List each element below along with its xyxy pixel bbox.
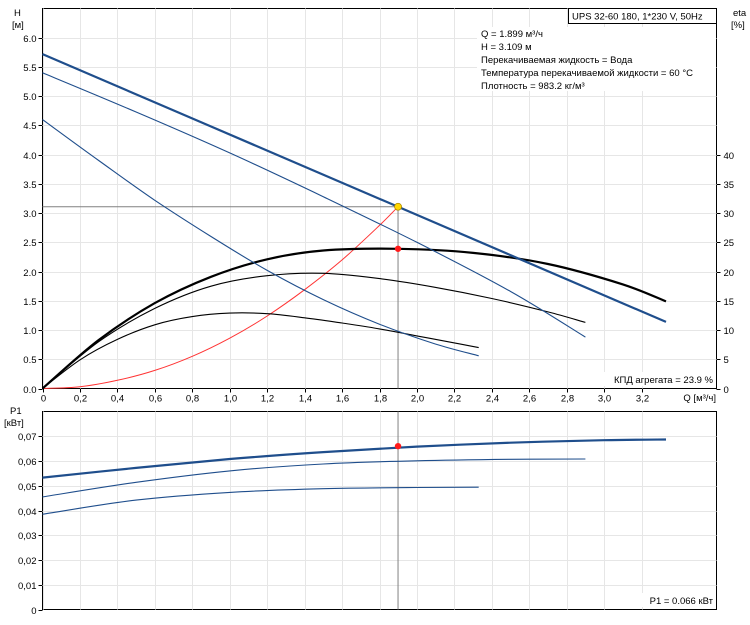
x-tick-label: 1,0: [224, 394, 237, 405]
power-plot-curves: [42, 411, 667, 610]
x-tick-label: 3,2: [636, 394, 649, 405]
head-curve-speed-3: [42, 53, 667, 323]
power-plot-ticks: 0 0,01 0,02 0,03 0,04 0,05 0,06 0,07: [18, 432, 43, 617]
y-tick-label: 2.5: [23, 238, 36, 249]
power-curve-speed-3: [42, 438, 667, 479]
x-tick-label: 2,4: [486, 394, 499, 405]
y2-axis-label-eta: eta: [733, 8, 747, 19]
y-tick-label: 6.0: [23, 34, 36, 45]
y-tick-label: 0.0: [23, 385, 36, 396]
power-curve-speed-1: [42, 486, 479, 515]
y2-tick-label: 10: [724, 326, 735, 337]
efficiency-curve-speed-1: [42, 312, 479, 389]
x-tick-label: 1,2: [261, 394, 274, 405]
efficiency-curve-speed-3: [41, 247, 667, 390]
y-tick-label: 1.0: [23, 326, 36, 337]
x-tick-label: 0,2: [74, 394, 87, 405]
efficiency-curve-speed-2: [42, 272, 586, 389]
y-axis-label-h: H: [14, 8, 21, 19]
y2-tick-label: 30: [724, 209, 735, 220]
x-tick-label: 2,6: [523, 394, 536, 405]
info-flow: Q = 1.899 м³/ч: [481, 29, 543, 40]
head-plot-curves: [41, 53, 667, 390]
y-tick-label: 1.5: [23, 297, 36, 308]
y-axis-label-p1: P1: [10, 406, 22, 417]
y2-tick-label: 0: [724, 385, 729, 396]
power-label: P1 = 0.066 кВт: [650, 596, 714, 607]
x-tick-label: 0: [41, 394, 46, 405]
y2-tick-label: 40: [724, 151, 735, 162]
p1-tick-label: 0,02: [18, 556, 37, 567]
x-tick-label: 1,6: [336, 394, 349, 405]
y-axis-unit-p1: [кВт]: [4, 418, 24, 429]
y-tick-label: 5.5: [23, 63, 36, 74]
p1-tick-label: 0,07: [18, 432, 37, 443]
p1-tick-label: 0,06: [18, 457, 37, 468]
x-tick-label: 0,8: [186, 394, 199, 405]
y-tick-label: 2.0: [23, 268, 36, 279]
head-curve-speed-2: [42, 72, 586, 338]
model-title-box: [568, 8, 717, 24]
p1-tick-label: 0,01: [18, 581, 37, 592]
efficiency-label: КПД агрегата = 23.9 %: [614, 375, 714, 386]
y-axis-unit-h: [м]: [12, 20, 24, 31]
duty-point-power-marker: [394, 442, 402, 450]
head-plot-area: [42, 8, 717, 389]
power-plot-area: [42, 411, 717, 610]
head-plot-ticks: 0 0,2 0,4 0,6 0,8 1,0 1,2 1,4 1,6 1,8 2,0 2,2 2,4 2,6…: [23, 34, 734, 405]
x-tick-label: 3,0: [598, 394, 611, 405]
x-tick-label: 1,4: [299, 394, 312, 405]
power-curve-speed-2: [42, 458, 586, 498]
duty-point-head-marker: [394, 202, 402, 211]
p1-tick-label: 0,03: [18, 531, 37, 542]
y2-tick-label: 5: [724, 355, 729, 366]
info-density: Плотность = 983.2 кг/м³: [481, 81, 585, 92]
info-temperature: Температура перекачиваемой жидкости = 60…: [481, 68, 693, 79]
info-head: H = 3.109 м: [481, 42, 532, 53]
p1-tick-label: 0: [31, 606, 36, 617]
y2-tick-label: 35: [724, 180, 735, 191]
y2-tick-label: 15: [724, 297, 735, 308]
x-tick-label: 0,4: [111, 394, 124, 405]
duty-point-efficiency-marker: [394, 245, 402, 252]
info-liquid: Перекачиваемая жидкость = Вода: [481, 55, 633, 66]
y2-tick-label: 25: [724, 238, 735, 249]
x-tick-label: 2,2: [448, 394, 461, 405]
y-tick-label: 3.5: [23, 180, 36, 191]
p1-tick-label: 0,05: [18, 482, 37, 493]
x-tick-label: 0,6: [149, 394, 162, 405]
x-tick-label: 1,8: [374, 394, 387, 405]
y-tick-label: 0.5: [23, 355, 36, 366]
x-tick-label: 2,8: [561, 394, 574, 405]
y-tick-label: 5.0: [23, 92, 36, 103]
y2-axis-unit-eta: [%]: [731, 20, 745, 31]
p1-tick-label: 0,04: [18, 507, 37, 518]
head-curve-speed-1: [42, 119, 479, 357]
duty-point-info: Q = 1.899 м³/ч H = 3.109 м Перекачиваема…: [477, 27, 716, 92]
y-tick-label: 3.0: [23, 209, 36, 220]
y2-tick-label: 20: [724, 268, 735, 279]
x-tick-label: 2,0: [411, 394, 424, 405]
model-title: UPS 32-60 180, 1*230 V, 50Hz: [572, 12, 703, 23]
y-tick-label: 4.5: [23, 121, 36, 132]
x-axis-label-q: Q [м³/ч]: [683, 393, 716, 404]
y-tick-label: 4.0: [23, 151, 36, 162]
